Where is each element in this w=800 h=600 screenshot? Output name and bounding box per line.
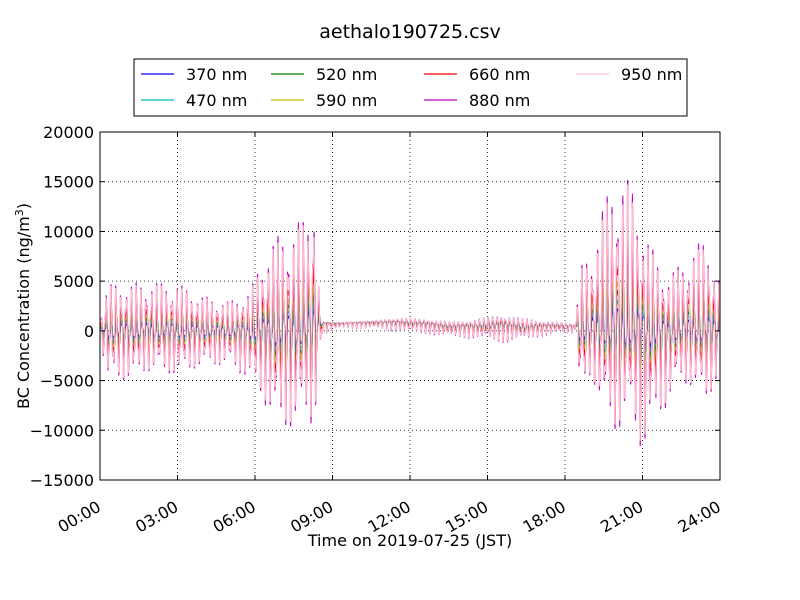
y-tick-label: 0 — [84, 322, 94, 341]
y-tick-label: 15000 — [43, 173, 94, 192]
y-tick-label: 20000 — [43, 123, 94, 142]
y-axis-label-superscript: 3 — [13, 209, 26, 216]
legend: 370 nm 470 nm 520 nm 590 nm 660 nm 880 nm 950 … — [133, 58, 688, 117]
legend-label: 370 nm — [186, 65, 247, 84]
legend-label: 880 nm — [469, 91, 530, 110]
y-tick-label: −5000 — [40, 372, 94, 391]
legend-box — [133, 58, 688, 117]
legend-label: 470 nm — [186, 91, 247, 110]
legend-label: 520 nm — [316, 65, 377, 84]
y-tick-labels: 20000 15000 10000 5000 0 −5000 −10000 −15000 — [30, 123, 94, 490]
y-tick-label: 10000 — [43, 222, 94, 241]
legend-label: 660 nm — [469, 65, 530, 84]
legend-label: 950 nm — [621, 65, 682, 84]
y-tick-label: −15000 — [30, 471, 94, 490]
chart-title: aethalo190725.csv — [319, 21, 501, 43]
axis-ticks — [99, 131, 721, 481]
y-tick-label: −10000 — [30, 421, 94, 440]
series-line-950-nm — [100, 184, 720, 441]
y-tick-label: 5000 — [53, 272, 94, 291]
x-axis-label: Time on 2019-07-25 (JST) — [307, 531, 512, 550]
data-series — [100, 179, 720, 447]
legend-label: 590 nm — [316, 91, 377, 110]
y-axis-label: BC Concentration (ng/m3) — [13, 203, 33, 409]
